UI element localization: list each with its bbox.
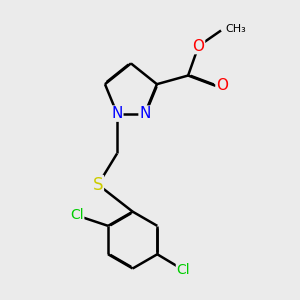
Text: N: N	[111, 106, 123, 121]
Text: O: O	[193, 39, 205, 54]
Text: Cl: Cl	[176, 263, 190, 277]
Text: N: N	[139, 106, 151, 121]
Text: CH₃: CH₃	[225, 24, 246, 34]
Text: Cl: Cl	[70, 208, 84, 223]
Text: S: S	[93, 176, 103, 194]
Text: O: O	[216, 78, 228, 93]
